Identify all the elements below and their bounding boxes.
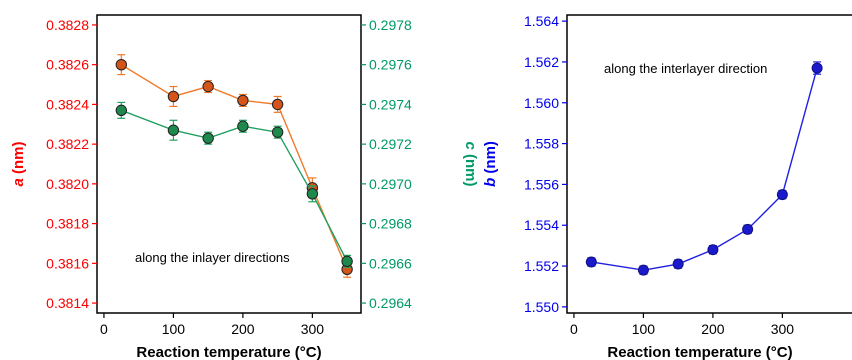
annotation-interlayer: along the interlayer direction <box>604 61 767 76</box>
point-c <box>341 255 353 268</box>
plot-frame <box>566 14 852 314</box>
point-c <box>167 124 180 136</box>
point-a <box>237 94 249 107</box>
axis-ticks: 0 100 200 300 0.3814 0.3816 0.3818 0.3820 0.3822… <box>46 17 412 337</box>
point-c <box>202 132 214 144</box>
y-right-tick-label: 0.2976 <box>369 57 412 73</box>
y-tick-label: 1.552 <box>524 258 559 274</box>
point-b <box>742 223 754 235</box>
x-tick-label: 200 <box>231 321 255 337</box>
y-right-tick-label: 0.2970 <box>369 176 412 192</box>
y-axis-title-a: a (nm) <box>10 141 27 186</box>
y-left-tick-label: 0.3822 <box>46 136 89 152</box>
y-axis-symbol-c: c <box>462 141 479 150</box>
lattice-b-chart: 0 100 200 300 1.550 1.552 1.554 1.556 1.558 1.560… <box>482 13 852 360</box>
y-tick-label: 1.550 <box>524 299 559 315</box>
x-tick-label: 0 <box>100 321 108 337</box>
point-b <box>672 258 684 270</box>
point-c <box>306 188 319 200</box>
y-left-tick-label: 0.3816 <box>46 255 89 271</box>
y-right-tick-label: 0.2968 <box>369 216 412 232</box>
x-tick-label: 300 <box>301 321 325 337</box>
x-tick-label: 0 <box>570 321 578 337</box>
y-left-tick-label: 0.3824 <box>46 96 89 112</box>
y-tick-label: 1.556 <box>524 176 559 192</box>
x-tick-label: 100 <box>162 321 186 337</box>
data-marks <box>115 54 353 278</box>
y-axis-title-b: b (nm) <box>482 141 499 187</box>
point-b <box>637 264 649 276</box>
point-a <box>202 80 214 93</box>
y-right-tick-label: 0.2966 <box>369 255 412 271</box>
y-right-tick-label: 0.2974 <box>369 96 412 112</box>
x-axis-title-left: Reaction temperature (°C) <box>136 344 321 360</box>
y-right-tick-label: 0.2978 <box>369 17 412 33</box>
y-tick-label: 1.560 <box>524 95 559 111</box>
y-tick-label: 1.554 <box>524 217 559 233</box>
y-left-tick-label: 0.3820 <box>46 176 89 192</box>
series-a-line <box>120 64 348 270</box>
point-b <box>811 62 823 74</box>
axis-ticks: 0 100 200 300 1.550 1.552 1.554 1.556 1.558 1.560… <box>524 13 794 337</box>
y-axis-unit-b: (nm) <box>482 141 499 178</box>
point-b <box>776 189 788 201</box>
y-axis-symbol-a: a <box>10 178 27 186</box>
series-b-line <box>591 67 818 271</box>
point-a <box>167 90 180 103</box>
y-axis-unit-a: (nm) <box>10 141 27 178</box>
x-tick-label: 200 <box>701 321 725 337</box>
plot-frame <box>96 14 362 314</box>
y-axis-unit-c: (nm) <box>462 150 479 187</box>
y-right-tick-label: 0.2972 <box>369 136 412 152</box>
x-axis-title-right: Reaction temperature (°C) <box>607 344 792 360</box>
annotation-inlayer: along the inlayer directions <box>135 250 290 265</box>
point-a <box>115 58 128 71</box>
point-c <box>115 104 128 117</box>
point-a <box>271 98 284 111</box>
x-tick-label: 300 <box>771 321 795 337</box>
y-axis-symbol-b: b <box>482 178 499 187</box>
y-left-tick-label: 0.3826 <box>46 57 89 73</box>
y-left-tick-label: 0.3814 <box>46 295 89 311</box>
y-tick-label: 1.558 <box>524 136 559 152</box>
point-b <box>585 256 597 268</box>
point-b <box>707 244 719 256</box>
data-marks <box>585 61 823 276</box>
y-tick-label: 1.562 <box>524 54 559 70</box>
point-c <box>271 126 284 138</box>
point-c <box>237 120 249 132</box>
y-right-tick-label: 0.2964 <box>369 295 412 311</box>
y-left-tick-label: 0.3828 <box>46 17 89 33</box>
x-tick-label: 100 <box>632 321 656 337</box>
y-left-tick-label: 0.3818 <box>46 216 89 232</box>
lattice-a-c-chart: 0 100 200 300 0.3814 0.3816 0.3818 0.3820 0.3822… <box>10 14 479 360</box>
y-tick-label: 1.564 <box>524 13 559 29</box>
y-axis-title-c: c (nm) <box>462 141 479 186</box>
